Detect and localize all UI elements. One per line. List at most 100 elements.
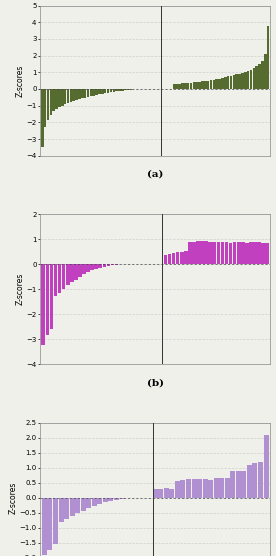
Bar xyxy=(219,478,224,498)
Bar xyxy=(44,89,46,127)
Bar xyxy=(124,89,126,90)
Bar xyxy=(64,498,69,519)
Bar xyxy=(249,242,253,264)
Bar xyxy=(198,82,201,89)
Bar xyxy=(201,81,204,89)
Bar xyxy=(225,478,230,498)
Bar xyxy=(192,241,196,264)
Bar xyxy=(241,73,244,89)
Bar xyxy=(114,498,119,500)
Bar xyxy=(70,498,75,516)
Bar xyxy=(101,89,104,94)
Bar xyxy=(90,89,92,96)
Bar xyxy=(241,242,245,264)
Bar xyxy=(172,253,176,264)
Bar xyxy=(99,264,102,267)
Bar xyxy=(87,89,89,97)
Bar xyxy=(238,73,241,89)
Bar xyxy=(190,83,192,89)
Bar xyxy=(73,89,75,101)
Bar xyxy=(203,479,208,498)
Bar xyxy=(247,71,250,89)
Bar xyxy=(75,498,80,513)
Bar xyxy=(184,83,187,89)
Bar xyxy=(158,489,163,498)
Bar xyxy=(233,75,235,89)
Bar xyxy=(42,498,47,555)
Bar xyxy=(192,479,197,498)
Bar xyxy=(168,254,171,264)
Bar xyxy=(78,89,81,100)
Bar xyxy=(50,89,52,115)
Bar xyxy=(102,264,106,267)
Y-axis label: Z-scores: Z-scores xyxy=(16,273,25,305)
Bar xyxy=(70,89,72,102)
Bar xyxy=(208,241,212,264)
Bar xyxy=(50,264,53,329)
Bar xyxy=(210,80,212,89)
Bar xyxy=(53,498,58,544)
Bar xyxy=(264,54,267,89)
Bar xyxy=(66,264,70,285)
Bar xyxy=(108,498,113,501)
Bar xyxy=(90,264,94,270)
Bar xyxy=(103,498,108,502)
Bar xyxy=(253,242,257,264)
Bar xyxy=(245,243,249,264)
Bar xyxy=(47,498,52,550)
Bar xyxy=(169,489,174,498)
Bar xyxy=(181,480,185,498)
Bar xyxy=(216,80,218,89)
Bar xyxy=(214,478,219,498)
Bar xyxy=(175,481,180,498)
Bar xyxy=(164,488,169,498)
Bar xyxy=(176,84,178,89)
Y-axis label: Z-scores: Z-scores xyxy=(9,481,18,514)
Bar xyxy=(207,81,209,89)
Bar xyxy=(41,264,45,345)
Bar xyxy=(54,264,57,296)
Bar xyxy=(266,244,269,264)
Bar xyxy=(107,264,110,266)
Bar xyxy=(74,264,78,280)
Bar xyxy=(195,82,198,89)
Bar xyxy=(233,242,237,264)
Bar xyxy=(86,498,91,508)
Bar xyxy=(258,63,261,89)
Bar xyxy=(52,89,55,111)
Bar xyxy=(98,89,101,95)
Bar xyxy=(267,27,269,89)
Bar xyxy=(62,264,65,289)
Bar xyxy=(104,89,107,93)
Y-axis label: Z-scores: Z-scores xyxy=(16,64,25,97)
Bar xyxy=(115,89,118,92)
Bar xyxy=(176,252,179,264)
Bar xyxy=(186,479,191,498)
Bar xyxy=(121,89,124,91)
Bar xyxy=(208,480,213,498)
Bar xyxy=(218,78,221,89)
Bar xyxy=(253,463,258,498)
Text: (a): (a) xyxy=(147,170,163,178)
Bar xyxy=(230,471,235,498)
Bar xyxy=(81,89,84,98)
Bar xyxy=(55,89,58,109)
Bar xyxy=(92,498,97,506)
Bar xyxy=(164,255,167,264)
Bar xyxy=(120,498,124,499)
Bar xyxy=(237,242,241,264)
Bar xyxy=(64,89,67,105)
Bar xyxy=(184,251,188,264)
Bar xyxy=(213,80,215,89)
Bar xyxy=(130,89,132,90)
Bar xyxy=(110,89,112,92)
Bar xyxy=(153,489,158,498)
Bar xyxy=(178,83,181,89)
Bar xyxy=(225,242,228,264)
Bar xyxy=(193,82,195,89)
Bar xyxy=(95,89,98,95)
Bar xyxy=(227,77,229,89)
Bar xyxy=(229,242,232,264)
Bar xyxy=(261,243,265,264)
Bar xyxy=(244,72,246,89)
